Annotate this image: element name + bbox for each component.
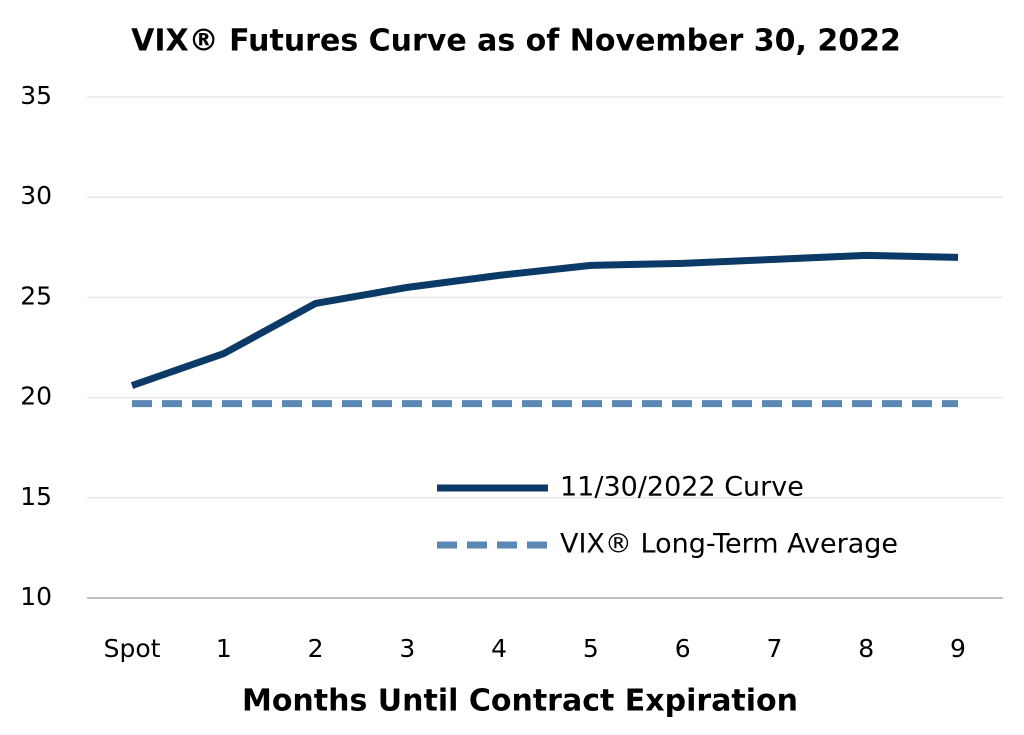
y-tick-label: 35 bbox=[20, 81, 52, 110]
x-tick-label: Spot bbox=[104, 634, 161, 663]
y-tick-label: 25 bbox=[20, 281, 52, 310]
x-tick-label: 3 bbox=[399, 634, 415, 663]
chart-title: VIX® Futures Curve as of November 30, 20… bbox=[131, 24, 901, 59]
series-line bbox=[130, 251, 959, 389]
x-tick-label: 9 bbox=[950, 634, 966, 663]
y-tick-label: 15 bbox=[20, 482, 52, 511]
x-tick-label: 7 bbox=[766, 634, 782, 663]
x-tick-label: 2 bbox=[308, 634, 324, 663]
y-tick-label: 30 bbox=[20, 181, 52, 210]
y-tick-label: 10 bbox=[20, 582, 52, 611]
y-tick-label: 20 bbox=[20, 382, 52, 411]
x-axis-title: Months Until Contract Expiration bbox=[242, 684, 798, 719]
x-tick-label: 5 bbox=[583, 634, 599, 663]
x-tick-label: 1 bbox=[216, 634, 232, 663]
legend-label: 11/30/2022 Curve bbox=[560, 472, 804, 503]
x-tick-label: 4 bbox=[491, 634, 507, 663]
legend-label: VIX® Long-Term Average bbox=[560, 529, 898, 560]
x-tick-label: 8 bbox=[858, 634, 874, 663]
x-tick-label: 6 bbox=[675, 634, 691, 663]
